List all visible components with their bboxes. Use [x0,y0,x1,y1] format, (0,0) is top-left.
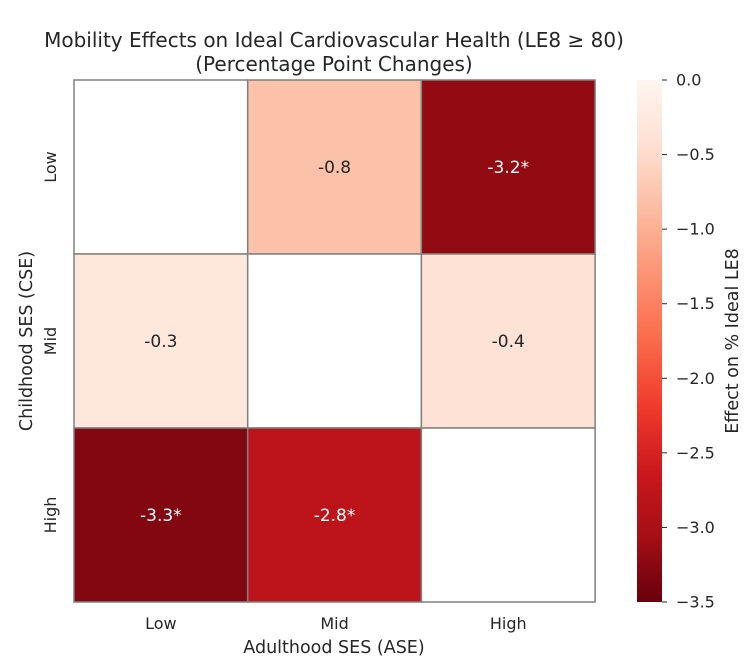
y-tick-label-low: Low [41,151,60,183]
colorbar-tick-label: −2.0 [676,369,715,388]
x-tick-labels: Low Mid High [145,614,527,633]
cell-value-label: -3.2* [487,158,529,178]
chart-title: Mobility Effects on Ideal Cardiovascular… [44,28,624,52]
heatmap-cells [73,79,596,603]
heatmap-cell-labels: -0.8 -3.2* -0.3 -0.4 -3.3* -2.8* [140,158,529,526]
heatmap-cell-mid-mid [246,253,423,429]
colorbar-tick-label: 0.0 [676,71,701,90]
heatmap-cell-high-high [420,427,596,603]
cell-value-label: -3.3* [140,506,182,526]
colorbar-tick-label: −3.0 [676,518,715,537]
heatmap-cell-low-high [420,79,596,255]
colorbar-tick-label: −2.5 [676,443,715,462]
heatmap-cell-high-mid [246,427,423,603]
heatmap-cell-high-low [73,427,249,603]
colorbar-tick-label: −3.5 [676,593,715,612]
x-axis-label: Adulthood SES (ASE) [243,638,424,658]
colorbar-tick-label: −1.5 [676,294,715,313]
y-tick-labels: Low Mid High [41,151,60,533]
x-tick-label-high: High [490,614,527,633]
heatmap-cell-mid-high [420,253,596,429]
heatmap-cell-mid-low [73,253,249,429]
y-tick-label-high: High [41,497,60,534]
x-tick-label-low: Low [145,614,177,633]
cell-value-label: -2.8* [314,506,356,526]
x-tick-label-mid: Mid [320,614,348,633]
y-tick-label-mid: Mid [41,327,60,355]
colorbar-tick-label: −0.5 [676,145,715,164]
cell-value-label: -0.8 [318,158,351,178]
heatmap-cell-low-mid [246,79,423,255]
y-axis-label: Childhood SES (CSE) [17,251,37,431]
cell-value-label: -0.3 [144,332,177,352]
colorbar-ticks: 0.0 −0.5 −1.0 −1.5 −2.0 −2.5 −3.0 −3.5 [662,71,715,612]
heatmap-cell-low-low [73,79,249,255]
colorbar [637,80,662,602]
colorbar-tick-label: −1.0 [676,220,715,239]
cell-value-label: -0.4 [492,332,525,352]
colorbar-label: Effect on % Ideal LE8 [723,248,743,434]
chart-subtitle: (Percentage Point Changes) [195,52,472,76]
